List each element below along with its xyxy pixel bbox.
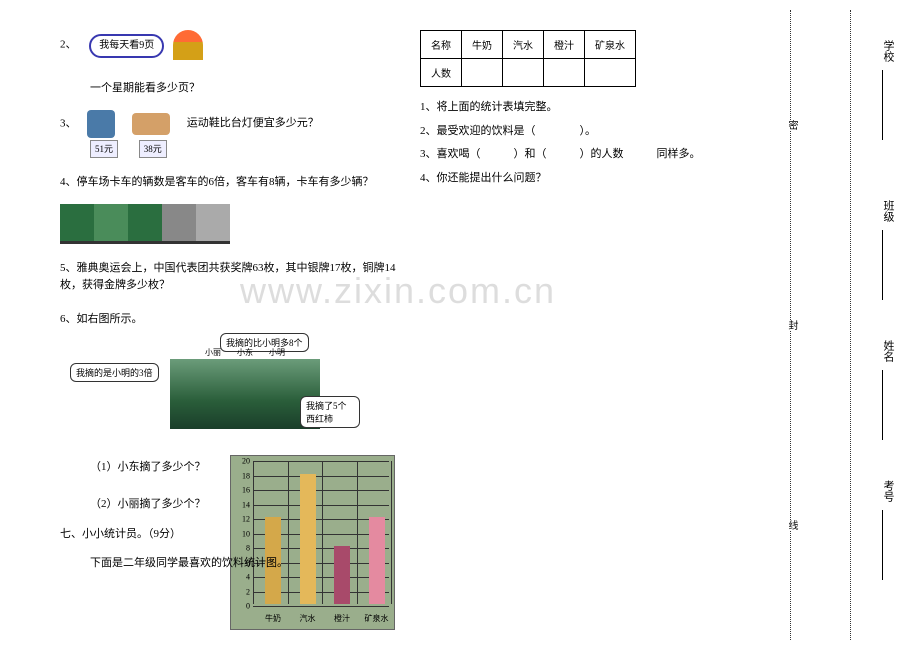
x-tick-label: 汽水 <box>293 613 323 624</box>
stats-table: 名称牛奶汽水橙汁矿泉水 人数 <box>420 30 636 87</box>
lamp-icon <box>87 110 115 138</box>
table-header-cell: 橙汁 <box>544 31 585 59</box>
trucks-image <box>60 204 230 244</box>
right-column: 名称牛奶汽水橙汁矿泉水 人数 1、将上面的统计表填完整。 2、最受欢迎的饮料是（… <box>420 30 760 193</box>
table-header-cell: 汽水 <box>503 31 544 59</box>
section-7-desc: 下面是二年级同学最喜欢的饮料统计图。 <box>90 555 400 573</box>
section-7-title: 七、小小统计员。（9分） <box>60 526 400 544</box>
q3-num: 3、 <box>60 117 77 129</box>
shoe-icon <box>132 113 170 135</box>
y-tick-label: 16 <box>234 486 250 495</box>
table-header-cell: 矿泉水 <box>585 31 636 59</box>
farm-image: 小丽 小东 小明 <box>170 359 320 429</box>
sub-q3: 3、喜欢喝（ ）和（ ）的人数 同样多。 <box>420 146 760 164</box>
q6-sub1: （1）小东摘了多少个？ <box>90 459 400 477</box>
dotted-line-2 <box>850 10 851 640</box>
sidebar-field: 考号 <box>880 480 896 502</box>
sub-q4: 4、你还能提出什么问题？ <box>420 170 760 188</box>
lamp-price: 51元 <box>90 140 118 158</box>
q6-scene: 我摘的是小明的3倍 我摘的比小明多8个 小丽 小东 小明 我摘了5个西红柿 <box>110 341 360 451</box>
seal-feng: 封 <box>784 320 799 330</box>
y-tick-label: 8 <box>234 544 250 553</box>
x-tick-label: 橙汁 <box>327 613 357 624</box>
bubble-xiaoli: 我摘的是小明的3倍 <box>70 363 159 382</box>
y-tick-label: 0 <box>234 602 250 611</box>
y-tick-label: 4 <box>234 573 250 582</box>
kids-names: 小丽 小东 小明 <box>170 347 320 358</box>
y-tick-label: 2 <box>234 587 250 596</box>
table-cell <box>585 59 636 87</box>
q6-sub2: （2）小丽摘了多少个？ <box>90 496 400 514</box>
table-row-label: 人数 <box>421 59 462 87</box>
question-4: 4、停车场卡车的辆数是客车的6倍，客车有8辆，卡车有多少辆？ <box>60 174 400 192</box>
speech-bubble: 我每天看9页 <box>89 34 164 58</box>
question-6: 6、如右图所示。 <box>60 311 400 329</box>
x-tick-label: 牛奶 <box>258 613 288 624</box>
sidebar: 密 封 线 学校班级姓名考号 <box>760 0 920 651</box>
sidebar-field: 班级 <box>880 200 896 222</box>
seal-xian: 线 <box>784 520 799 530</box>
q3-text: 运动鞋比台灯便宜多少元？ <box>187 117 319 129</box>
seal-mi: 密 <box>784 120 799 130</box>
question-3: 3、 运动鞋比台灯便宜多少元？ 51元 38元 <box>60 110 400 159</box>
table-cell <box>503 59 544 87</box>
sub-q2: 2、最受欢迎的饮料是（ ）。 <box>420 123 760 141</box>
sub-q1: 1、将上面的统计表填完整。 <box>420 99 760 117</box>
q2-num: 2、 <box>60 39 77 51</box>
question-2: 2、 我每天看9页 <box>60 30 400 60</box>
kid-icon <box>173 30 203 60</box>
sidebar-field: 姓名 <box>880 340 896 362</box>
table-header-cell: 名称 <box>421 31 462 59</box>
table-cell <box>462 59 503 87</box>
table-cell <box>544 59 585 87</box>
left-column: 2、 我每天看9页 一个星期能看多少页？ 3、 运动鞋比台灯便宜多少元？ 51元… <box>60 30 400 585</box>
question-5: 5、雅典奥运会上，中国代表团共获奖牌63枚，其中银牌17枚，铜牌14枚，获得金牌… <box>60 260 400 295</box>
sidebar-field: 学校 <box>880 40 896 62</box>
bubble-xiaoming: 我摘了5个西红柿 <box>300 396 360 428</box>
x-tick-label: 矿泉水 <box>362 613 392 624</box>
table-header-cell: 牛奶 <box>462 31 503 59</box>
q2-sub: 一个星期能看多少页？ <box>90 80 400 98</box>
shoe-price: 38元 <box>139 140 167 158</box>
y-tick-label: 12 <box>234 515 250 524</box>
